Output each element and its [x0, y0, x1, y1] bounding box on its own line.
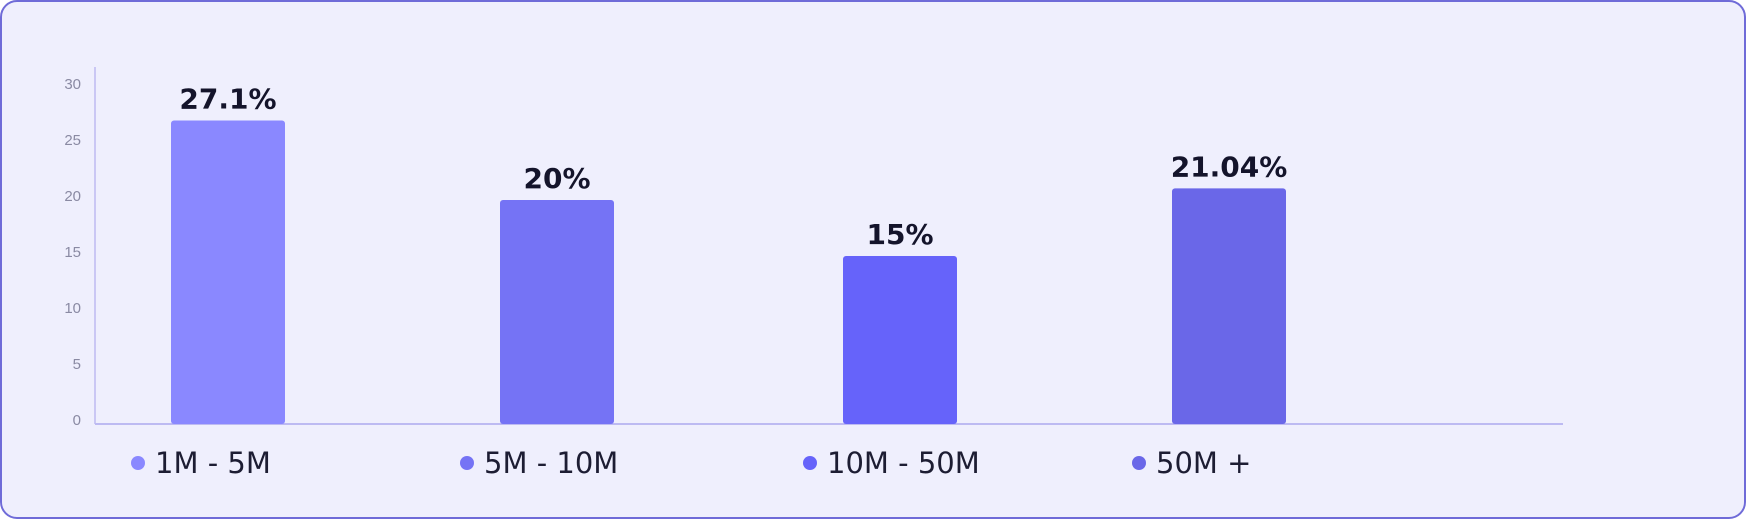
value-label: 15%: [866, 218, 933, 251]
value-label: 20%: [523, 162, 590, 195]
legend-label: 1M - 5M: [155, 446, 271, 480]
value-label: 27.1%: [179, 82, 276, 115]
y-tick-label: 10: [64, 300, 81, 317]
bar: [1172, 188, 1286, 424]
legend-label: 5M - 10M: [484, 446, 618, 480]
legend-dot: [131, 456, 145, 470]
legend-dot: [1132, 456, 1146, 470]
legend-dot: [460, 456, 474, 470]
value-label: 21.04%: [1171, 150, 1288, 183]
legend-label: 10M - 50M: [827, 446, 980, 480]
bar: [171, 120, 285, 424]
y-tick-label: 0: [73, 412, 81, 429]
bar: [843, 256, 957, 424]
y-tick-label: 30: [64, 76, 81, 93]
y-tick-label: 15: [64, 244, 81, 261]
y-tick-label: 25: [64, 132, 81, 149]
legend-dot: [803, 456, 817, 470]
y-tick-label: 20: [64, 188, 81, 205]
y-tick-label: 5: [73, 356, 81, 373]
legend-label: 50M +: [1156, 446, 1251, 480]
bar: [500, 200, 614, 424]
